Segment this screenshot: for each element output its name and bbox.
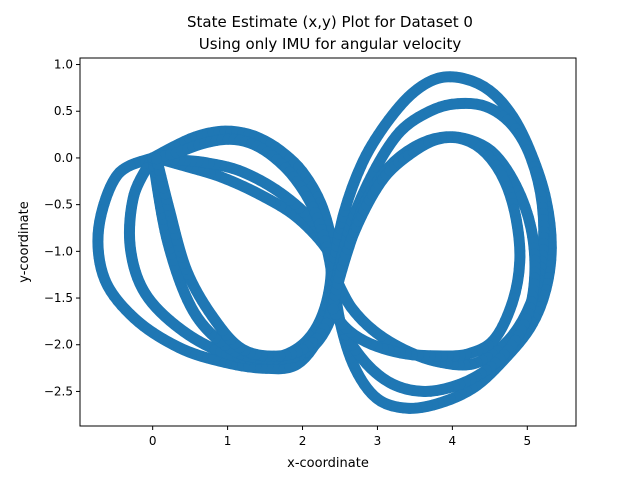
data-point: [151, 153, 163, 165]
y-tick-label: −1.0: [44, 244, 73, 258]
plot-frame: [79, 57, 577, 427]
y-tick-label: 0.5: [54, 104, 73, 118]
data-point: [327, 303, 339, 315]
x-tick-label: 3: [374, 434, 382, 448]
y-tick-label: 1.0: [54, 58, 73, 72]
y-tick-label: −2.5: [44, 384, 73, 398]
chart-subtitle: Using only IMU for angular velocity: [199, 35, 462, 53]
chart-title: State Estimate (x,y) Plot for Dataset 0: [187, 13, 473, 31]
x-tick-label: 1: [224, 434, 232, 448]
plot-area: [92, 71, 557, 414]
x-axis-label: x-coordinate: [287, 456, 369, 471]
x-tick-label: 0: [149, 434, 157, 448]
x-tick-label: 5: [523, 434, 531, 448]
y-tick-label: −0.5: [44, 198, 73, 212]
y-tick-label: 0.0: [54, 151, 73, 165]
y-tick-label: −2.0: [44, 338, 73, 352]
x-tick-label: 4: [449, 434, 457, 448]
y-tick-label: −1.5: [44, 291, 73, 305]
x-tick-label: 2: [299, 434, 307, 448]
y-axis-label: y-coordinate: [17, 201, 32, 283]
x-axis: 0 1 2 3 4 5: [149, 426, 531, 448]
y-axis: 1.0 0.5 0.0 −0.5 −1.0 −1.5 −2.0 −2.5: [44, 58, 80, 398]
